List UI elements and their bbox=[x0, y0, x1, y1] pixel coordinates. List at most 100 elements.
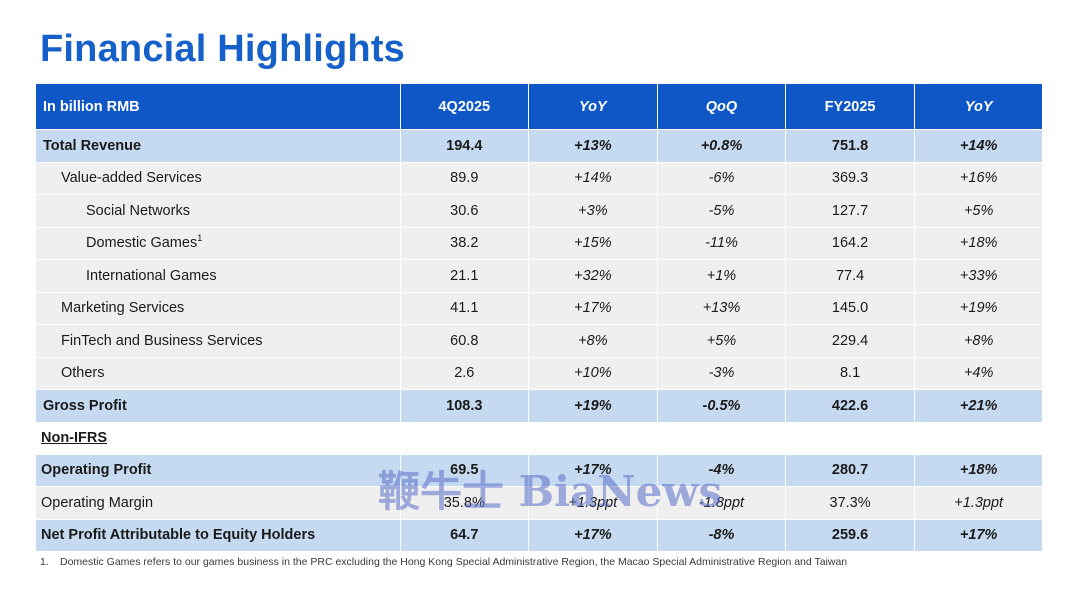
cell-annual-yoy: +17% bbox=[914, 519, 1044, 552]
cell-annual-yoy: +19% bbox=[914, 292, 1044, 325]
cell-fy2025: 127.7 bbox=[785, 194, 915, 228]
cell-annual-yoy: +14% bbox=[914, 129, 1044, 163]
cell-4q2025: 60.8 bbox=[400, 324, 530, 358]
cell-fy2025: 145.0 bbox=[785, 292, 915, 325]
cell-quarter-yoy: +32% bbox=[528, 259, 658, 293]
cell-qoq: -0.5% bbox=[657, 389, 787, 423]
cell-quarter-yoy: +1.3ppt bbox=[528, 486, 658, 520]
cell-quarter-yoy: +19% bbox=[528, 389, 658, 423]
empty-cell bbox=[914, 422, 1044, 455]
cell-fy2025: 369.3 bbox=[785, 162, 915, 195]
cell-annual-yoy: +1.3ppt bbox=[914, 486, 1044, 520]
cell-fy2025: 164.2 bbox=[785, 227, 915, 260]
cell-4q2025: 41.1 bbox=[400, 292, 530, 325]
row-label-cell: Domestic Games1 bbox=[36, 227, 401, 260]
empty-cell bbox=[400, 422, 530, 455]
row-value-added-services: Value-added Services 89.9 +14% -6% 369.3… bbox=[36, 162, 1044, 195]
cell-fy2025: 8.1 bbox=[785, 357, 915, 390]
cell-quarter-yoy: +14% bbox=[528, 162, 658, 195]
row-net-profit: Net Profit Attributable to Equity Holder… bbox=[36, 519, 1044, 552]
cell-annual-yoy: +33% bbox=[914, 259, 1044, 293]
financial-highlights-table: In billion RMB 4Q2025 YoY QoQ FY2025 YoY… bbox=[36, 84, 1044, 552]
cell-qoq: +13% bbox=[657, 292, 787, 325]
cell-qoq: -1.8ppt bbox=[657, 486, 787, 520]
cell-4q2025: 64.7 bbox=[400, 519, 530, 552]
cell-quarter-yoy: +15% bbox=[528, 227, 658, 260]
cell-quarter-yoy: +10% bbox=[528, 357, 658, 390]
row-label: International Games bbox=[36, 259, 401, 293]
cell-annual-yoy: +18% bbox=[914, 227, 1044, 260]
footnote: 1. Domestic Games refers to our games bus… bbox=[40, 556, 847, 568]
cell-4q2025: 30.6 bbox=[400, 194, 530, 228]
cell-4q2025: 38.2 bbox=[400, 227, 530, 260]
cell-qoq: -5% bbox=[657, 194, 787, 228]
row-label: Net Profit Attributable to Equity Holder… bbox=[36, 519, 401, 552]
cell-annual-yoy: +16% bbox=[914, 162, 1044, 195]
header-qoq: QoQ bbox=[657, 84, 787, 130]
cell-qoq: +5% bbox=[657, 324, 787, 358]
empty-cell bbox=[785, 422, 915, 455]
cell-4q2025: 89.9 bbox=[400, 162, 530, 195]
cell-qoq: -3% bbox=[657, 357, 787, 390]
footnote-number: 1. bbox=[40, 556, 49, 568]
header-quarter-yoy: YoY bbox=[528, 84, 658, 130]
cell-annual-yoy: +5% bbox=[914, 194, 1044, 228]
row-others: Others 2.6 +10% -3% 8.1 +4% bbox=[36, 357, 1044, 390]
cell-4q2025: 21.1 bbox=[400, 259, 530, 293]
header-fy2025: FY2025 bbox=[785, 84, 915, 130]
row-label: Operating Margin bbox=[36, 486, 401, 520]
section-non-ifrs: Non-IFRS bbox=[36, 422, 1044, 455]
cell-annual-yoy: +21% bbox=[914, 389, 1044, 423]
cell-fy2025: 259.6 bbox=[785, 519, 915, 552]
cell-fy2025: 229.4 bbox=[785, 324, 915, 358]
row-social-networks: Social Networks 30.6 +3% -5% 127.7 +5% bbox=[36, 194, 1044, 228]
cell-quarter-yoy: +3% bbox=[528, 194, 658, 228]
cell-fy2025: 280.7 bbox=[785, 454, 915, 487]
cell-fy2025: 77.4 bbox=[785, 259, 915, 293]
row-operating-margin: Operating Margin 35.8% +1.3ppt -1.8ppt 3… bbox=[36, 486, 1044, 520]
cell-qoq: -8% bbox=[657, 519, 787, 552]
cell-annual-yoy: +8% bbox=[914, 324, 1044, 358]
cell-qoq: +0.8% bbox=[657, 129, 787, 163]
cell-quarter-yoy: +17% bbox=[528, 292, 658, 325]
cell-quarter-yoy: +17% bbox=[528, 519, 658, 552]
row-international-games: International Games 21.1 +32% +1% 77.4 +… bbox=[36, 259, 1044, 293]
cell-qoq: -4% bbox=[657, 454, 787, 487]
header-unit-label: In billion RMB bbox=[36, 84, 401, 130]
row-domestic-games: Domestic Games1 38.2 +15% -11% 164.2 +18… bbox=[36, 227, 1044, 260]
section-label: Non-IFRS bbox=[36, 422, 401, 455]
row-operating-profit: Operating Profit 69.5 +17% -4% 280.7 +18… bbox=[36, 454, 1044, 487]
page-title: Financial Highlights bbox=[40, 28, 406, 70]
cell-fy2025: 422.6 bbox=[785, 389, 915, 423]
header-4q2025: 4Q2025 bbox=[400, 84, 530, 130]
row-label: Value-added Services bbox=[36, 162, 401, 195]
row-label: Operating Profit bbox=[36, 454, 401, 487]
footnote-text: Domestic Games refers to our games busin… bbox=[60, 556, 848, 568]
row-label: Total Revenue bbox=[36, 129, 401, 163]
row-fintech-business-services: FinTech and Business Services 60.8 +8% +… bbox=[36, 324, 1044, 358]
cell-qoq: -11% bbox=[657, 227, 787, 260]
cell-4q2025: 108.3 bbox=[400, 389, 530, 423]
row-label: Others bbox=[36, 357, 401, 390]
row-label: Marketing Services bbox=[36, 292, 401, 325]
cell-fy2025: 751.8 bbox=[785, 129, 915, 163]
cell-annual-yoy: +18% bbox=[914, 454, 1044, 487]
cell-quarter-yoy: +8% bbox=[528, 324, 658, 358]
cell-4q2025: 2.6 bbox=[400, 357, 530, 390]
cell-annual-yoy: +4% bbox=[914, 357, 1044, 390]
row-total-revenue: Total Revenue 194.4 +13% +0.8% 751.8 +14… bbox=[36, 129, 1044, 163]
footnote-marker: 1 bbox=[197, 233, 203, 244]
empty-cell bbox=[528, 422, 658, 455]
cell-qoq: -6% bbox=[657, 162, 787, 195]
row-label: FinTech and Business Services bbox=[36, 324, 401, 358]
header-annual-yoy: YoY bbox=[914, 84, 1044, 130]
cell-4q2025: 35.8% bbox=[400, 486, 530, 520]
cell-qoq: +1% bbox=[657, 259, 787, 293]
table-header-row: In billion RMB 4Q2025 YoY QoQ FY2025 YoY bbox=[36, 84, 1044, 130]
row-marketing-services: Marketing Services 41.1 +17% +13% 145.0 … bbox=[36, 292, 1044, 325]
row-label: Domestic Games bbox=[86, 235, 198, 252]
row-gross-profit: Gross Profit 108.3 +19% -0.5% 422.6 +21% bbox=[36, 389, 1044, 423]
cell-quarter-yoy: +13% bbox=[528, 129, 658, 163]
cell-4q2025: 69.5 bbox=[400, 454, 530, 487]
empty-cell bbox=[657, 422, 787, 455]
